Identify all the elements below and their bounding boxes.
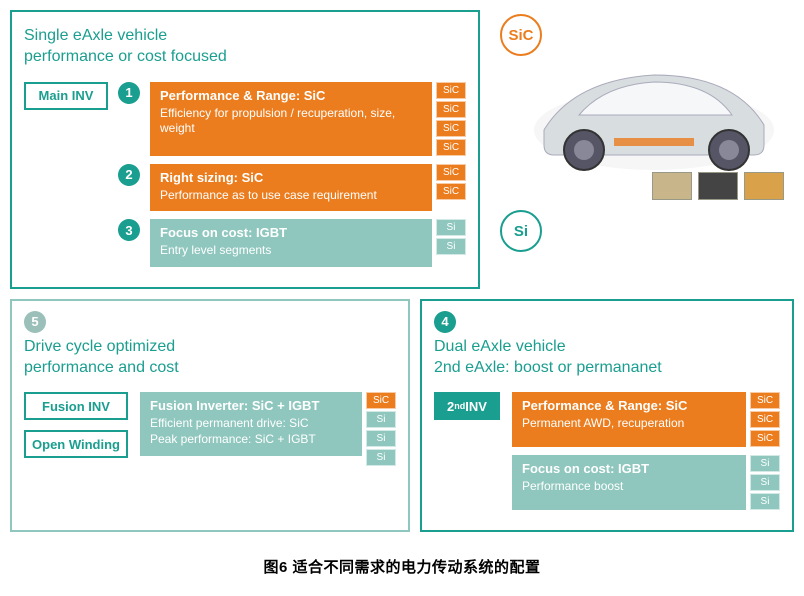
block-1: Performance & Range: SiC Efficiency for … — [150, 82, 432, 156]
chip-si: Si — [436, 219, 466, 236]
block-2: Right sizing: SiC Performance as to use … — [150, 164, 432, 212]
num-3: 3 — [118, 219, 140, 241]
block-1-title: Performance & Range: SiC — [160, 88, 422, 103]
illustration-area: SiC Si — [490, 10, 794, 299]
si-badge: Si — [500, 210, 542, 252]
p5-row: Fusion INV Open Winding Fusion Inverter:… — [24, 392, 396, 466]
chips-4a: SiC SiC SiC — [750, 392, 780, 447]
panel-single-eaxle: Single eAxle vehicle performance or cost… — [10, 10, 480, 289]
fusion-inv-pill: Fusion INV — [24, 392, 128, 420]
figure-caption: 图6 适合不同需求的电力传动系统的配置 — [10, 556, 794, 577]
diagram-canvas: Single eAxle vehicle performance or cost… — [0, 0, 804, 587]
top-row: Single eAxle vehicle performance or cost… — [10, 10, 794, 299]
block-3-desc: Entry level segments — [160, 243, 422, 259]
block-1-desc: Efficiency for propulsion / recuperation… — [160, 106, 422, 137]
block-5: Fusion Inverter: SiC + IGBT Efficient pe… — [140, 392, 362, 455]
chip-sic: SiC — [436, 82, 466, 99]
chip-si: Si — [366, 430, 396, 447]
block-5-title: Fusion Inverter: SiC + IGBT — [150, 398, 352, 413]
panel-1-title: Single eAxle vehicle performance or cost… — [24, 26, 466, 68]
module-3 — [744, 172, 784, 200]
open-winding-pill: Open Winding — [24, 430, 128, 458]
block-4a-desc: Permanent AWD, recuperation — [522, 416, 736, 432]
block-3: Focus on cost: IGBT Entry level segments — [150, 219, 432, 267]
panel-drive-cycle: 5 Drive cycle optimized performance and … — [10, 299, 410, 533]
p1-row-3: 3 Focus on cost: IGBT Entry level segmen… — [24, 219, 466, 267]
car-illustration — [514, 20, 794, 200]
panel-4-title: Dual eAxle vehicle 2nd eAxle: boost or p… — [434, 337, 780, 379]
p1-row-2: 2 Right sizing: SiC Performance as to us… — [24, 164, 466, 212]
chips-3: Si Si — [436, 219, 466, 267]
chip-sic: SiC — [436, 164, 466, 181]
chips-1: SiC SiC SiC SiC — [436, 82, 466, 156]
chip-sic: SiC — [750, 411, 780, 428]
chip-si: Si — [750, 474, 780, 491]
num-1: 1 — [118, 82, 140, 104]
chips-4b: Si Si Si — [750, 455, 780, 510]
block-4b-desc: Performance boost — [522, 479, 736, 495]
chip-sic: SiC — [750, 392, 780, 409]
chip-si: Si — [366, 411, 396, 428]
block-5-line1: Efficient permanent drive: SiC — [150, 416, 352, 432]
block-2-desc: Performance as to use case requirement — [160, 188, 422, 204]
panel-dual-eaxle: 4 Dual eAxle vehicle 2nd eAxle: boost or… — [420, 299, 794, 533]
block-5-line2: Peak performance: SiC + IGBT — [150, 432, 352, 448]
block-3-title: Focus on cost: IGBT — [160, 225, 422, 240]
chip-sic: SiC — [436, 101, 466, 118]
power-modules — [652, 172, 784, 200]
chip-si: Si — [366, 449, 396, 466]
block-2-title: Right sizing: SiC — [160, 170, 422, 185]
chip-sic: SiC — [366, 392, 396, 409]
block-4b: Focus on cost: IGBT Performance boost — [512, 455, 746, 510]
module-2 — [698, 172, 738, 200]
num-4: 4 — [434, 311, 456, 333]
chip-si: Si — [436, 238, 466, 255]
p1-row-1: Main INV 1 Performance & Range: SiC Effi… — [24, 82, 466, 156]
main-inv-pill: Main INV — [24, 82, 108, 110]
p4-row-1: 2nd INV Performance & Range: SiC Permane… — [434, 392, 780, 447]
block-4a-title: Performance & Range: SiC — [522, 398, 736, 413]
p4-row-2: Focus on cost: IGBT Performance boost Si… — [434, 455, 780, 510]
chip-si: Si — [750, 455, 780, 472]
block-4a: Performance & Range: SiC Permanent AWD, … — [512, 392, 746, 447]
chip-sic: SiC — [436, 120, 466, 137]
chip-sic: SiC — [750, 430, 780, 447]
module-1 — [652, 172, 692, 200]
bottom-row: 5 Drive cycle optimized performance and … — [10, 299, 794, 543]
num-5: 5 — [24, 311, 46, 333]
second-inv-pill: 2nd INV — [434, 392, 500, 420]
block-4b-title: Focus on cost: IGBT — [522, 461, 736, 476]
num-2: 2 — [118, 164, 140, 186]
chips-5: SiC Si Si Si — [366, 392, 396, 466]
panel-5-title: Drive cycle optimized performance and co… — [24, 337, 396, 379]
chips-2: SiC SiC — [436, 164, 466, 212]
chip-sic: SiC — [436, 139, 466, 156]
chip-sic: SiC — [436, 183, 466, 200]
chip-si: Si — [750, 493, 780, 510]
